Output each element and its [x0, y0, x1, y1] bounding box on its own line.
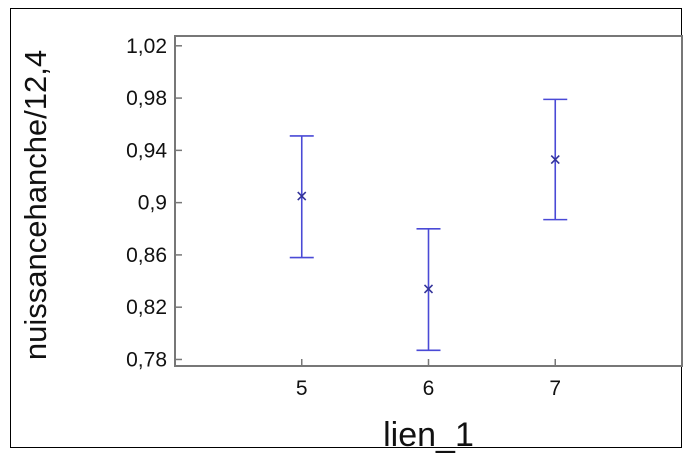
- x-tick-label: 5: [296, 377, 308, 400]
- figure-frame: [10, 8, 682, 448]
- mean-marker-stroke: [297, 191, 307, 201]
- y-tick-label: 0,9: [138, 192, 167, 215]
- y-tick-label: 0,78: [126, 348, 167, 371]
- x-axis: 5 6 7: [296, 359, 561, 400]
- mean-marker-stroke: [423, 284, 434, 294]
- x-axis-label: lien_1: [383, 416, 474, 454]
- y-tick-label: 1,02: [126, 35, 167, 58]
- y-tick-label: 0,86: [126, 244, 167, 267]
- mean-marker-stroke: [550, 154, 560, 165]
- y-tick-label: 0,98: [126, 87, 167, 110]
- mean-point: [423, 284, 434, 294]
- mean-point: [550, 154, 560, 165]
- y-tick-label: 0,82: [126, 296, 167, 319]
- x-tick-label: 7: [549, 377, 561, 400]
- y-axis-label: nuissancehanche/12,4: [18, 50, 53, 360]
- y-axis: 1,02 0,98 0,94 0,9 0,86 0,82 0,78: [126, 35, 182, 371]
- mean-point: [297, 191, 307, 201]
- y-tick-label: 0,94: [126, 139, 167, 162]
- x-tick-label: 6: [423, 377, 435, 400]
- data-marks: [289, 98, 568, 352]
